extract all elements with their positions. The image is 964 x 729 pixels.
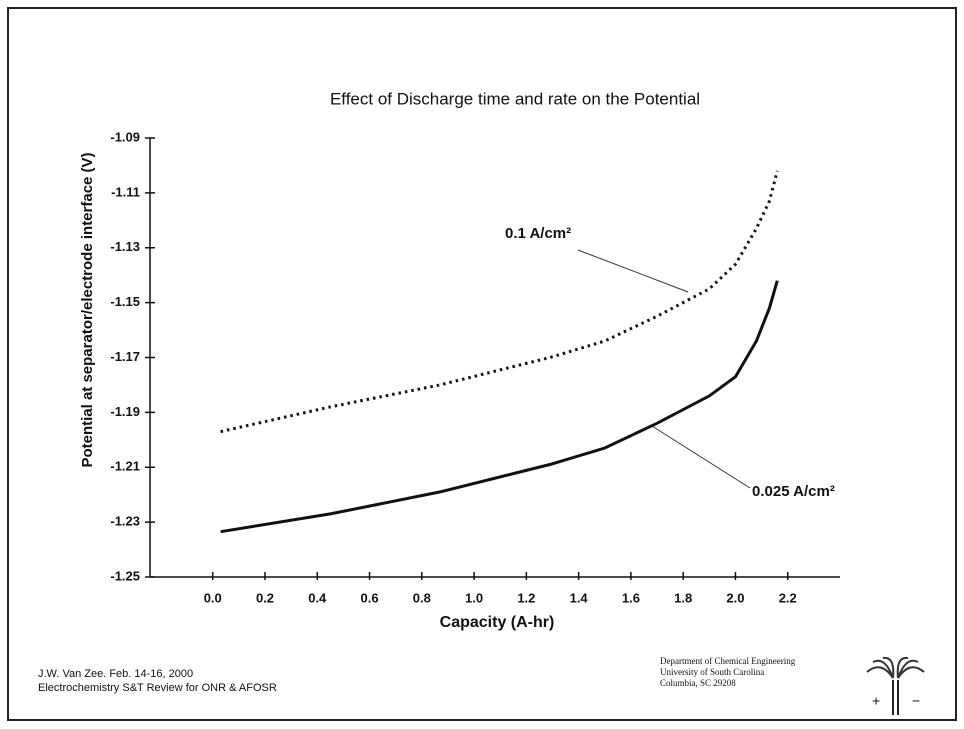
y-tick-label: -1.17	[110, 349, 140, 364]
y-tick-label: -1.13	[110, 239, 140, 254]
x-tick-label: 0.0	[204, 590, 222, 605]
palm-logo	[866, 656, 925, 715]
x-tick-label: 0.2	[256, 590, 274, 605]
x-tick-label: 0.6	[361, 590, 379, 605]
x-axis-label: Capacity (A-hr)	[440, 614, 555, 631]
x-tick-label: 1.8	[674, 590, 692, 605]
x-tick-label: 1.2	[517, 590, 535, 605]
y-tick-label: -1.21	[110, 459, 140, 474]
y-tick-label: -1.11	[111, 184, 140, 199]
x-tick-label: 2.0	[726, 590, 744, 605]
series-annotation: 0.1 A/cm²	[505, 225, 571, 242]
footer-text: J.W. Van Zee. Feb. 14-16, 2000	[38, 668, 193, 680]
y-tick-label: -1.19	[110, 404, 140, 419]
x-tick-label: 0.4	[308, 590, 327, 605]
chart-title: Effect of Discharge time and rate on the…	[330, 89, 700, 108]
y-tick-label: -1.09	[110, 129, 140, 144]
series-annotation: 0.025 A/cm²	[752, 483, 835, 500]
slide-frame	[7, 7, 957, 721]
footer-text: University of South Carolina	[660, 667, 764, 677]
y-tick-label: -1.25	[110, 568, 140, 583]
footer-text: Electrochemistry S&T Review for ONR & AF…	[38, 682, 277, 694]
x-tick-label: 2.2	[779, 590, 797, 605]
x-tick-label: 1.0	[465, 590, 483, 605]
series-line	[220, 280, 779, 534]
logo-sign: −	[912, 693, 920, 709]
y-tick-label: -1.15	[110, 294, 140, 309]
footer-text: Columbia, SC 29208	[660, 678, 736, 688]
footer-text: Department of Chemical Engineering	[660, 656, 796, 666]
annotation-arrow	[577, 249, 689, 293]
y-axis-label: Potential at separator/electrode interfa…	[79, 152, 96, 467]
series-line	[220, 170, 779, 434]
x-tick-label: 1.6	[622, 590, 640, 605]
logo-sign: +	[872, 693, 880, 709]
x-tick-label: 1.4	[570, 590, 589, 605]
x-tick-label: 0.8	[413, 590, 431, 605]
y-tick-label: -1.23	[110, 514, 140, 529]
annotation-arrow	[651, 425, 751, 489]
